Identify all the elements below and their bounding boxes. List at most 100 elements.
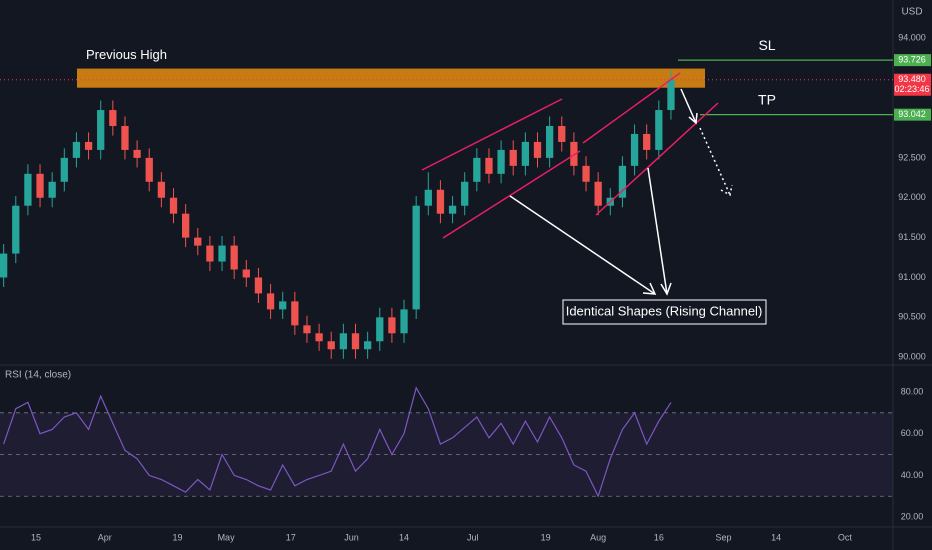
- candle-body: [327, 341, 335, 350]
- x-tick-label: 19: [541, 532, 551, 542]
- annotation: Identical Shapes (Rising Channel): [566, 303, 763, 318]
- zone-label: Previous High: [86, 47, 167, 62]
- arrow: [509, 195, 656, 295]
- x-tick-label: 17: [286, 532, 296, 542]
- candle-body: [194, 237, 202, 246]
- candle-body: [230, 245, 238, 270]
- price-label: 93.726: [898, 54, 926, 64]
- price-label: 93.042: [898, 109, 926, 119]
- countdown: 02:23:46: [894, 84, 929, 94]
- candle-body: [291, 301, 299, 326]
- candle-body: [424, 189, 432, 206]
- arrow-head: [660, 282, 672, 296]
- arrow: [680, 88, 697, 124]
- level-label: SL: [758, 37, 775, 53]
- rsi-line: [3, 386, 672, 498]
- y-tick-label: 90.000: [898, 352, 926, 362]
- channel-line: [595, 102, 719, 216]
- candle-body: [0, 253, 8, 278]
- x-tick-label: 15: [31, 532, 41, 542]
- y-tick-label: 40.00: [901, 470, 924, 480]
- candle-body: [521, 141, 530, 166]
- candle-body: [570, 141, 578, 166]
- x-tick-label: 19: [173, 532, 183, 542]
- price-label: 93.480: [898, 74, 926, 84]
- y-tick-label: 90.500: [898, 312, 926, 322]
- candle-body: [145, 157, 153, 182]
- candle-body: [533, 141, 542, 158]
- candle-body: [109, 110, 117, 126]
- y-tick-label: 92.000: [898, 192, 926, 202]
- y-tick-label: 91.500: [898, 232, 926, 242]
- channel-line: [442, 150, 581, 239]
- candle-body: [351, 333, 360, 350]
- y-tick-label: 92.500: [898, 152, 926, 162]
- candle-body: [448, 205, 457, 214]
- candle-body: [485, 157, 493, 174]
- candle-body: [655, 110, 663, 150]
- candle-body: [473, 157, 481, 182]
- candle-body: [412, 205, 420, 310]
- x-tick-label: Oct: [838, 532, 853, 542]
- candle-body: [97, 110, 105, 150]
- candle-body: [303, 325, 311, 334]
- candle-body: [157, 181, 166, 198]
- currency: USD: [901, 7, 922, 18]
- x-tick-label: Sep: [716, 532, 732, 542]
- candle-body: [169, 197, 178, 214]
- y-tick-label: 91.000: [898, 272, 926, 282]
- candle-body: [376, 317, 384, 342]
- arrow: [647, 167, 668, 295]
- x-tick-label: 14: [771, 532, 781, 542]
- x-tick-label: Jun: [344, 532, 359, 542]
- zone: [77, 68, 705, 88]
- candle-body: [24, 173, 32, 206]
- price-label-box: [894, 73, 931, 96]
- x-tick-label: Apr: [98, 532, 112, 542]
- candle-body: [558, 125, 566, 142]
- arrow-head: [688, 112, 698, 125]
- candle-body: [242, 269, 250, 278]
- y-tick-label: 20.00: [901, 511, 924, 521]
- y-tick-label: 80.00: [901, 386, 924, 396]
- x-tick-label: Aug: [590, 532, 606, 542]
- candle-body: [400, 309, 408, 334]
- y-tick-label: 94.000: [898, 33, 926, 43]
- candle-body: [545, 125, 554, 158]
- x-tick-label: Jul: [467, 532, 479, 542]
- price-label-box: [894, 54, 931, 67]
- level-label: TP: [758, 91, 776, 107]
- candle-body: [48, 181, 56, 198]
- candle-body: [72, 141, 81, 158]
- arrow-head: [642, 282, 657, 295]
- candle-body: [461, 181, 469, 206]
- candle-body: [266, 293, 275, 310]
- drawings: [421, 72, 733, 296]
- marks: 94.000 92.500 92.000 91.500 91.000 90.500 90.0…: [0, 33, 931, 542]
- candle-body: [315, 333, 323, 342]
- channel-line: [582, 72, 681, 144]
- candle-body: [388, 317, 396, 334]
- rsi-title: RSI (14, close): [5, 370, 71, 381]
- y-tick-label: 60.00: [901, 428, 924, 438]
- candle-body: [279, 301, 287, 310]
- candle-body: [218, 245, 226, 262]
- channel-line: [421, 98, 563, 171]
- candle-body: [582, 165, 590, 182]
- candle-body: [497, 149, 505, 174]
- candle-body: [12, 205, 20, 254]
- candle-body: [594, 181, 602, 206]
- candle-body: [630, 133, 639, 166]
- x-tick-label: May: [218, 532, 236, 542]
- candle-body: [254, 277, 263, 294]
- candle-body: [643, 133, 651, 150]
- candle-body: [133, 149, 141, 158]
- candle-body: [206, 245, 214, 262]
- candle-body: [121, 125, 129, 150]
- candle-body: [339, 333, 348, 350]
- candle-body: [60, 157, 68, 182]
- x-tick-label: 14: [399, 532, 409, 542]
